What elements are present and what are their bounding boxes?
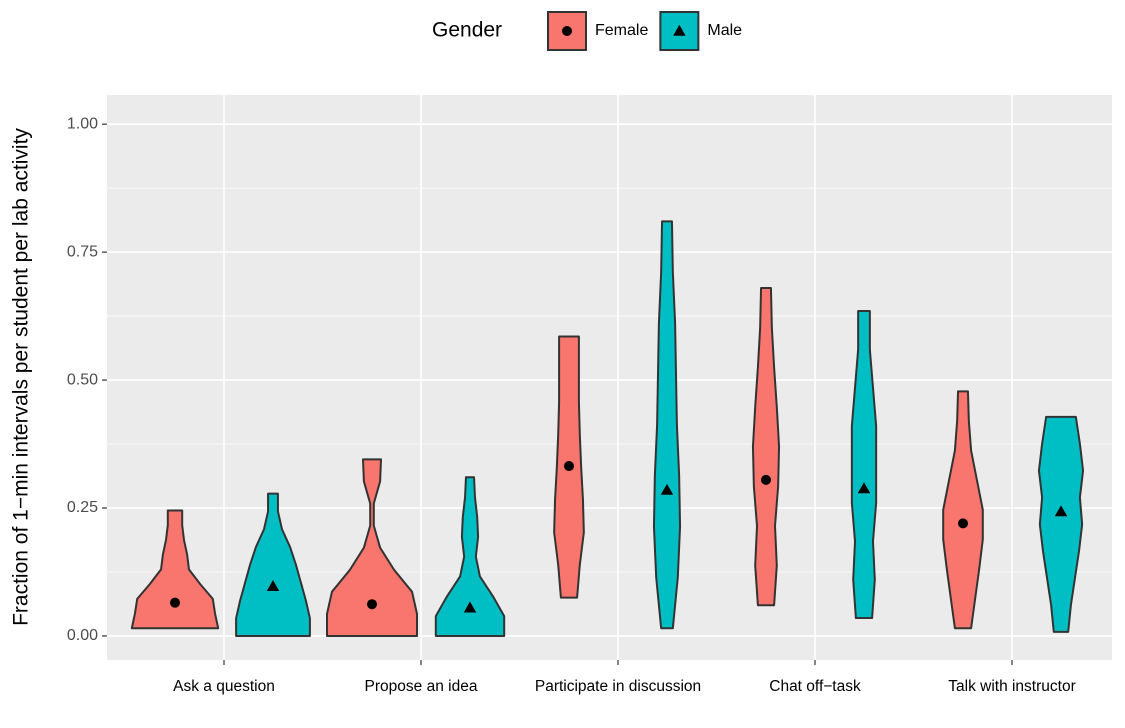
mean-marker [463,601,477,613]
y-tick-label: 0.75 [67,243,98,260]
legend-key [547,11,587,51]
violin [850,309,878,620]
x-tick-label: Participate in discussion [535,678,701,695]
violin [1037,415,1085,633]
legend-marker [562,26,572,36]
y-tick-label: 1.00 [67,115,98,132]
mean-marker [1054,505,1068,517]
y-tick-label: 0.25 [67,499,98,516]
violin [942,390,984,630]
mean-marker [266,580,280,591]
violin [326,458,418,637]
x-tick-label: Talk with instructor [948,678,1075,695]
legend-label: Male [707,22,742,39]
y-tick-label: 0.50 [67,371,98,388]
marks [130,220,1085,637]
x-tick-label: Ask a question [173,678,275,695]
x-tick-label: Chat off−task [769,678,861,695]
mean-marker [857,482,871,494]
violin [130,509,220,630]
grid [107,95,1112,660]
legend-label: Female [595,22,648,39]
legend-marker [673,24,686,36]
violin [434,476,506,637]
mean-marker [170,597,180,608]
legend-title: Gender [432,19,502,42]
mean-marker [958,518,968,529]
legend: Gender Female Male [432,11,742,51]
mean-marker [367,599,377,610]
mean-marker [660,483,674,495]
violin [652,220,682,630]
mean-marker [564,461,574,472]
mean-marker [761,474,771,485]
x-tick-label: Propose an idea [365,678,478,695]
y-tick-label: 0.00 [67,627,98,644]
violin [751,286,781,607]
violin [235,492,311,637]
y-axis-title: Fraction of 1−min intervals per student … [10,128,33,626]
